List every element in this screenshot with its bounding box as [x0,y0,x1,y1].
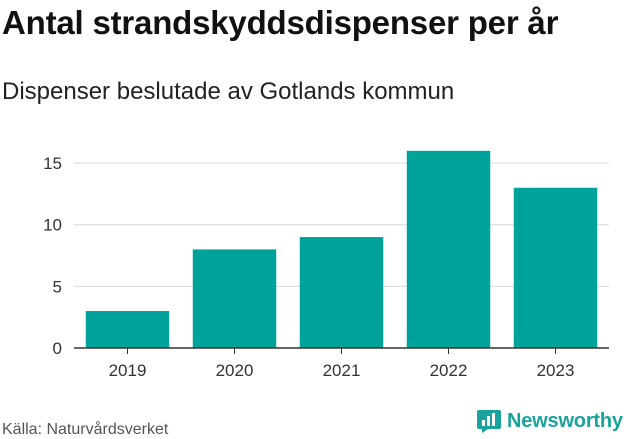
bars [85,150,598,348]
bar-2019 [85,311,170,348]
x-tick-label-2019: 2019 [109,361,147,380]
newsworthy-logo-icon [477,410,501,433]
bar-2020 [192,249,277,348]
chart-title: Antal strandskyddsdispenser per år [2,4,559,41]
x-tick-label-2023: 2023 [537,361,575,380]
chart-subtitle: Dispenser beslutade av Gotlands kommun [2,78,455,105]
y-tick-label-0: 0 [53,339,62,358]
x-tick-label-2021: 2021 [323,361,361,380]
axes: 0 5 10 15 2019 2020 2021 2022 2023 [43,154,609,380]
bar-2021 [299,237,384,348]
brand-name: Newsworthy [507,409,623,432]
x-tick-label-2022: 2022 [430,361,468,380]
bar-2022 [406,150,491,348]
y-tick-label-5: 5 [53,277,62,296]
brand-logo[interactable]: Newsworthy [476,408,623,434]
y-tick-label-10: 10 [43,216,62,235]
bar-2023 [513,187,598,348]
y-tick-label-15: 15 [43,154,62,173]
x-tick-label-2020: 2020 [216,361,254,380]
source-note: Källa: Naturvårdsverket [2,421,169,438]
